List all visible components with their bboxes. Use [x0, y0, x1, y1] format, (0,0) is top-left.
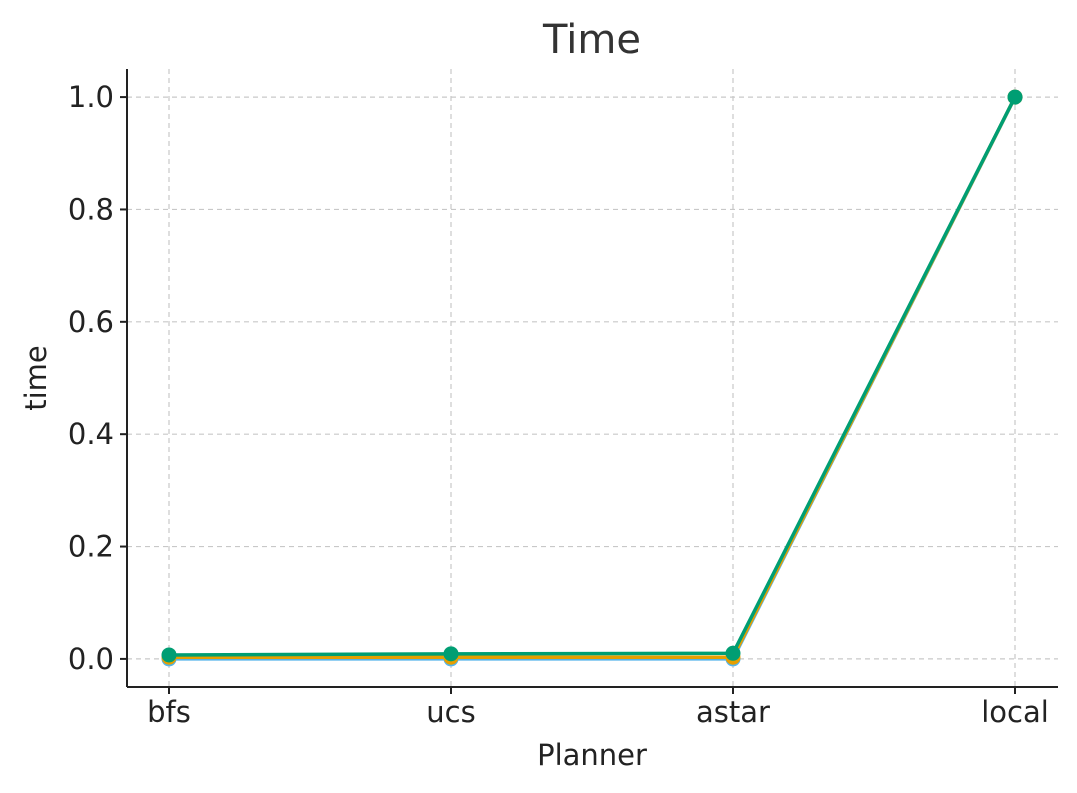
series-group	[161, 89, 1023, 667]
series-3-point	[1007, 89, 1023, 105]
y-tick-label: 1.0	[68, 80, 114, 114]
series-1-line	[169, 96, 1017, 661]
y-tick-label: 0.2	[68, 530, 114, 564]
y-tick-label: 0.8	[68, 192, 114, 226]
series-1	[161, 89, 1023, 667]
series-3-point	[161, 647, 177, 663]
x-axis-ticks: bfs ucs astar local	[147, 687, 1049, 729]
series-3-line	[168, 96, 1017, 657]
y-axis-ticks: 0.0 0.2 0.4 0.6 0.8 1.0	[68, 80, 127, 676]
y-tick-label: 0.4	[68, 417, 114, 451]
x-tick-label: bfs	[147, 695, 191, 729]
series-2	[161, 89, 1023, 665]
y-axis-label: time	[19, 345, 53, 411]
series-3-point	[725, 645, 741, 661]
y-tick-label: 0.0	[68, 642, 114, 676]
series-2-line	[169, 96, 1017, 659]
y-tick-label: 0.6	[68, 305, 114, 339]
series-3	[161, 89, 1023, 663]
grid	[127, 69, 1058, 687]
x-axis-label: Planner	[537, 738, 647, 772]
x-tick-label: ucs	[426, 695, 475, 729]
x-tick-label: astar	[696, 695, 770, 729]
series-3-point	[443, 646, 459, 662]
x-tick-label: local	[981, 695, 1049, 729]
chart-title: Time	[542, 17, 641, 63]
